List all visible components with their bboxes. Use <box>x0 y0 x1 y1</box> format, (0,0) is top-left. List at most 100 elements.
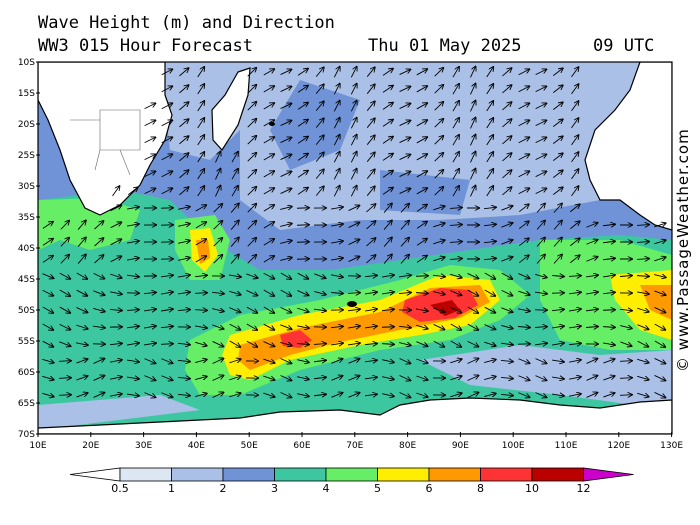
direction-arrow <box>42 239 53 246</box>
direction-arrow <box>552 343 564 345</box>
direction-arrow <box>586 257 597 262</box>
lat-label: 20S <box>18 120 35 130</box>
direction-arrow <box>571 186 578 197</box>
direction-arrow <box>399 171 411 177</box>
direction-arrow <box>434 68 444 77</box>
legend-swatch <box>119 467 172 482</box>
direction-arrow <box>144 309 156 311</box>
direction-arrow <box>93 393 105 398</box>
direction-arrow <box>58 395 71 396</box>
direction-arrow <box>486 152 494 163</box>
direction-arrow <box>366 169 375 179</box>
lat-label: 60S <box>18 368 35 378</box>
direction-arrow <box>263 205 274 212</box>
direction-arrow <box>602 292 615 293</box>
direction-arrow <box>42 222 53 229</box>
direction-arrow <box>654 392 666 397</box>
direction-arrow <box>331 258 343 260</box>
lat-label: 45S <box>18 275 35 285</box>
direction-arrow <box>501 307 512 312</box>
direction-arrow <box>432 275 445 276</box>
direction-arrow <box>348 393 359 398</box>
lat-label: 15S <box>18 89 35 99</box>
direction-arrow <box>518 86 530 93</box>
direction-arrow <box>76 376 87 381</box>
credit-text: © www.PassageWeather.com <box>674 128 692 372</box>
direction-arrow <box>331 376 342 381</box>
direction-arrow <box>603 275 615 277</box>
direction-arrow <box>60 255 69 264</box>
direction-arrow <box>247 255 257 264</box>
direction-arrow <box>570 221 579 230</box>
direction-arrow <box>161 154 173 161</box>
direction-arrow <box>399 69 411 75</box>
direction-arrow <box>571 84 578 95</box>
direction-arrow <box>179 170 188 179</box>
direction-arrow <box>449 225 462 226</box>
direction-arrow <box>518 188 530 195</box>
direction-arrow <box>416 239 427 246</box>
swell-agulhas <box>38 198 140 250</box>
direction-arrow <box>552 136 562 145</box>
direction-arrow <box>400 204 409 213</box>
direction-arrow <box>501 240 512 245</box>
direction-arrow <box>433 307 444 312</box>
direction-arrow <box>585 309 598 311</box>
direction-arrow <box>383 220 392 230</box>
direction-arrow <box>280 207 292 210</box>
direction-arrow <box>366 186 375 196</box>
direction-arrow <box>399 358 411 363</box>
direction-arrow <box>366 255 375 264</box>
direction-arrow <box>59 272 71 279</box>
direction-arrow <box>160 344 173 345</box>
direction-arrow <box>399 343 411 346</box>
direction-arrow <box>247 85 257 94</box>
direction-arrow <box>535 154 547 161</box>
direction-arrow <box>415 293 428 294</box>
direction-arrow <box>179 153 188 162</box>
direction-arrow <box>60 221 69 230</box>
direction-arrow <box>280 289 291 296</box>
direction-arrow <box>534 343 547 345</box>
direction-arrow <box>518 204 528 213</box>
direction-arrow <box>127 377 139 379</box>
lon-label: 50E <box>241 441 258 451</box>
direction-arrow <box>76 307 88 313</box>
direction-arrow <box>518 171 530 178</box>
direction-arrow <box>179 136 188 145</box>
direction-arrow <box>263 154 274 161</box>
direction-arrow <box>470 101 475 112</box>
direction-arrow <box>416 324 427 328</box>
direction-arrow <box>568 343 581 344</box>
direction-arrow <box>382 377 394 380</box>
direction-arrow <box>654 275 666 278</box>
legend-label: 6 <box>426 482 433 495</box>
direction-arrow <box>501 325 513 328</box>
direction-arrow <box>518 375 529 380</box>
direction-arrow <box>59 323 71 329</box>
direction-arrow <box>247 238 257 247</box>
direction-arrow <box>246 290 258 295</box>
direction-arrow <box>333 101 339 112</box>
direction-arrow <box>434 119 444 128</box>
direction-arrow <box>483 207 496 208</box>
madagascar-land <box>211 67 251 151</box>
direction-arrow <box>382 103 393 110</box>
direction-arrow <box>517 327 530 328</box>
direction-arrow <box>416 120 427 127</box>
direction-arrow <box>297 290 309 296</box>
direction-arrow <box>518 154 530 161</box>
wave-direction-arrows <box>42 67 666 398</box>
direction-arrow <box>229 359 240 364</box>
direction-arrow <box>366 67 375 77</box>
direction-arrow <box>484 306 496 313</box>
direction-arrow <box>297 360 309 363</box>
direction-arrow <box>586 292 598 294</box>
direction-arrow <box>415 276 428 277</box>
direction-arrow <box>347 293 360 294</box>
direction-arrow <box>263 120 274 127</box>
direction-arrow <box>535 86 547 93</box>
direction-arrow <box>280 258 292 261</box>
direction-arrow <box>570 255 579 264</box>
direction-arrow <box>484 289 495 296</box>
